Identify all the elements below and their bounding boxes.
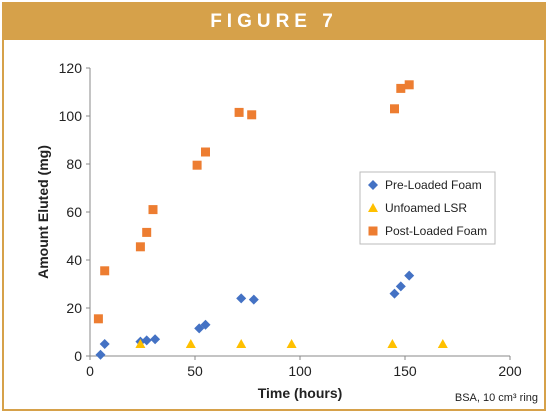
legend-box xyxy=(359,171,496,245)
y-tick-label: 0 xyxy=(74,348,82,364)
y-axis-title: Amount Eluted (mg) xyxy=(35,145,51,279)
pre-loaded-foam-point xyxy=(141,335,152,346)
series-unfoamed-lsr xyxy=(135,339,448,348)
post-loaded-foam-point xyxy=(396,83,406,93)
post-loaded-foam-point xyxy=(390,104,399,114)
legend-label: Unfoamed LSR xyxy=(385,201,467,215)
pre-loaded-foam-point xyxy=(150,334,161,345)
x-tick-label: 150 xyxy=(393,363,417,379)
legend-marker-pre-loaded-foam xyxy=(368,180,378,190)
unfoamed-lsr-point xyxy=(437,339,448,348)
post-loaded-foam-point xyxy=(404,80,414,90)
y-tick-label: 40 xyxy=(66,252,82,268)
post-loaded-foam-point xyxy=(192,160,202,170)
figure-banner: FIGURE 7 xyxy=(4,4,544,40)
chart-note: BSA, 10 cm³ ring xyxy=(455,392,538,404)
pre-loaded-foam-point xyxy=(395,281,406,292)
legend-label: Pre-Loaded Foam xyxy=(385,178,482,192)
y-tick-label: 60 xyxy=(66,204,82,220)
pre-loaded-foam-point xyxy=(248,294,259,305)
post-loaded-foam-point xyxy=(93,314,103,324)
pre-loaded-foam-point xyxy=(95,349,106,360)
y-tick-label: 100 xyxy=(59,108,83,124)
y-tick-label: 80 xyxy=(66,156,82,172)
legend-marker-unfoamed-lsr xyxy=(368,203,378,212)
x-tick-label: 50 xyxy=(187,363,203,379)
x-tick-label: 200 xyxy=(498,363,522,379)
pre-loaded-foam-point xyxy=(389,288,400,299)
series-pre-loaded-foam xyxy=(95,270,415,360)
post-loaded-foam-point xyxy=(201,147,210,157)
x-axis-title: Time (hours) xyxy=(258,385,343,401)
legend-marker-post-loaded-foam xyxy=(368,226,378,236)
x-tick-label: 100 xyxy=(288,363,312,379)
x-tick-label: 0 xyxy=(86,363,94,379)
unfoamed-lsr-point xyxy=(236,339,247,348)
pre-loaded-foam-point xyxy=(200,319,211,330)
post-loaded-foam-point xyxy=(100,266,110,276)
post-loaded-foam-point xyxy=(148,205,158,215)
unfoamed-lsr-point xyxy=(135,339,146,348)
post-loaded-foam-point xyxy=(142,227,152,237)
y-tick-label: 20 xyxy=(66,300,82,316)
series-post-loaded-foam xyxy=(93,80,414,324)
legend-label: Post-Loaded Foam xyxy=(385,224,487,238)
pre-loaded-foam-point xyxy=(404,270,415,281)
post-loaded-foam-point xyxy=(247,110,257,120)
post-loaded-foam-point xyxy=(234,107,244,117)
unfoamed-lsr-point xyxy=(286,339,297,348)
y-tick-label: 120 xyxy=(59,60,83,76)
unfoamed-lsr-point xyxy=(185,339,196,348)
unfoamed-lsr-point xyxy=(387,339,398,348)
pre-loaded-foam-point xyxy=(236,293,247,304)
pre-loaded-foam-point xyxy=(99,339,110,349)
post-loaded-foam-point xyxy=(135,242,145,252)
